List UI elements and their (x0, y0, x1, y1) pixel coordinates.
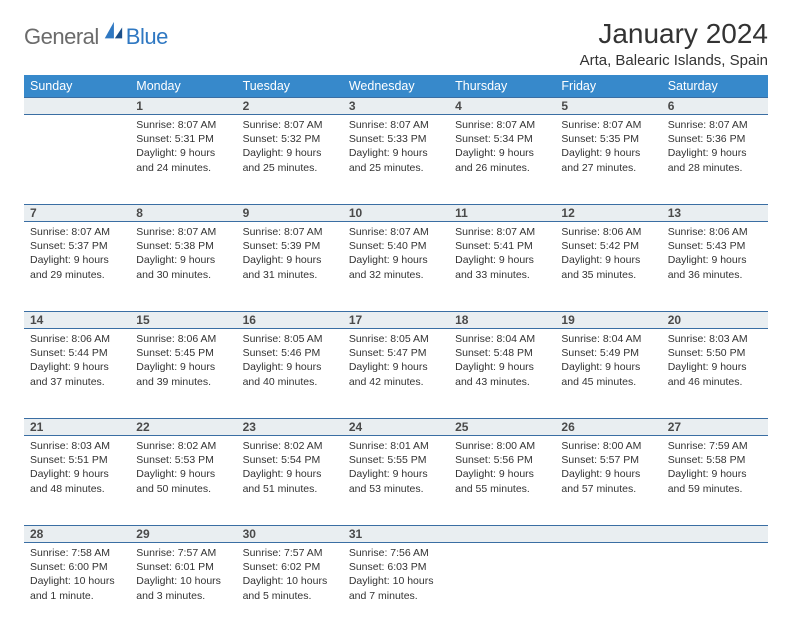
day-number-cell: 20 (662, 312, 768, 329)
day-number-cell (449, 526, 555, 543)
day-number-cell (662, 526, 768, 543)
day-number-cell: 19 (555, 312, 661, 329)
day-number-cell: 17 (343, 312, 449, 329)
day-number-cell: 3 (343, 98, 449, 115)
day-content-cell: Sunrise: 8:07 AMSunset: 5:33 PMDaylight:… (343, 115, 449, 205)
page-title: January 2024 (580, 18, 768, 50)
day-content-cell: Sunrise: 8:07 AMSunset: 5:32 PMDaylight:… (237, 115, 343, 205)
day-number-cell: 29 (130, 526, 236, 543)
day-content-row: Sunrise: 8:06 AMSunset: 5:44 PMDaylight:… (24, 329, 768, 419)
header-bar: General Blue January 2024 Arta, Balearic… (24, 18, 768, 69)
day-content-cell (24, 115, 130, 205)
day-number-cell: 26 (555, 419, 661, 436)
day-content-cell: Sunrise: 8:04 AMSunset: 5:48 PMDaylight:… (449, 329, 555, 419)
day-content-row: Sunrise: 8:07 AMSunset: 5:37 PMDaylight:… (24, 222, 768, 312)
brand-part1: General (24, 24, 99, 50)
day-number-cell: 31 (343, 526, 449, 543)
day-content-cell (662, 543, 768, 633)
day-content-cell: Sunrise: 7:57 AMSunset: 6:02 PMDaylight:… (237, 543, 343, 633)
day-content-cell: Sunrise: 8:02 AMSunset: 5:54 PMDaylight:… (237, 436, 343, 526)
weekday-header: Wednesday (343, 75, 449, 98)
day-number-cell: 11 (449, 205, 555, 222)
day-content-cell: Sunrise: 8:07 AMSunset: 5:36 PMDaylight:… (662, 115, 768, 205)
weekday-header: Friday (555, 75, 661, 98)
day-number-cell: 13 (662, 205, 768, 222)
day-content-cell: Sunrise: 7:59 AMSunset: 5:58 PMDaylight:… (662, 436, 768, 526)
day-content-cell: Sunrise: 7:56 AMSunset: 6:03 PMDaylight:… (343, 543, 449, 633)
day-content-cell: Sunrise: 8:07 AMSunset: 5:41 PMDaylight:… (449, 222, 555, 312)
day-content-cell: Sunrise: 8:07 AMSunset: 5:37 PMDaylight:… (24, 222, 130, 312)
day-number-row: 78910111213 (24, 205, 768, 222)
day-number-cell: 4 (449, 98, 555, 115)
day-content-cell: Sunrise: 8:05 AMSunset: 5:47 PMDaylight:… (343, 329, 449, 419)
day-number-cell: 5 (555, 98, 661, 115)
day-number-row: 28293031 (24, 526, 768, 543)
day-content-row: Sunrise: 8:03 AMSunset: 5:51 PMDaylight:… (24, 436, 768, 526)
day-content-cell: Sunrise: 8:01 AMSunset: 5:55 PMDaylight:… (343, 436, 449, 526)
brand-logo: General Blue (24, 18, 168, 50)
day-content-cell: Sunrise: 8:05 AMSunset: 5:46 PMDaylight:… (237, 329, 343, 419)
day-content-cell (449, 543, 555, 633)
day-number-cell: 18 (449, 312, 555, 329)
day-number-cell: 12 (555, 205, 661, 222)
weekday-header: Monday (130, 75, 236, 98)
day-content-cell: Sunrise: 8:07 AMSunset: 5:40 PMDaylight:… (343, 222, 449, 312)
brand-part2: Blue (126, 24, 168, 50)
day-content-cell: Sunrise: 7:57 AMSunset: 6:01 PMDaylight:… (130, 543, 236, 633)
day-content-row: Sunrise: 8:07 AMSunset: 5:31 PMDaylight:… (24, 115, 768, 205)
day-number-cell: 14 (24, 312, 130, 329)
day-content-cell: Sunrise: 8:07 AMSunset: 5:38 PMDaylight:… (130, 222, 236, 312)
day-number-cell: 24 (343, 419, 449, 436)
day-content-cell: Sunrise: 7:58 AMSunset: 6:00 PMDaylight:… (24, 543, 130, 633)
day-content-cell: Sunrise: 8:02 AMSunset: 5:53 PMDaylight:… (130, 436, 236, 526)
day-number-cell: 15 (130, 312, 236, 329)
day-number-cell: 6 (662, 98, 768, 115)
day-number-cell: 16 (237, 312, 343, 329)
day-content-cell: Sunrise: 8:07 AMSunset: 5:35 PMDaylight:… (555, 115, 661, 205)
title-block: January 2024 Arta, Balearic Islands, Spa… (580, 18, 768, 69)
day-content-row: Sunrise: 7:58 AMSunset: 6:00 PMDaylight:… (24, 543, 768, 633)
day-content-cell: Sunrise: 8:06 AMSunset: 5:44 PMDaylight:… (24, 329, 130, 419)
weekday-header: Thursday (449, 75, 555, 98)
brand-sail-icon (102, 20, 124, 42)
location-subtitle: Arta, Balearic Islands, Spain (580, 52, 768, 69)
day-content-cell: Sunrise: 8:03 AMSunset: 5:51 PMDaylight:… (24, 436, 130, 526)
day-content-cell: Sunrise: 8:06 AMSunset: 5:43 PMDaylight:… (662, 222, 768, 312)
day-number-cell: 25 (449, 419, 555, 436)
weekday-header-row: SundayMondayTuesdayWednesdayThursdayFrid… (24, 75, 768, 98)
day-content-cell: Sunrise: 8:04 AMSunset: 5:49 PMDaylight:… (555, 329, 661, 419)
day-content-cell: Sunrise: 8:07 AMSunset: 5:31 PMDaylight:… (130, 115, 236, 205)
day-number-cell: 10 (343, 205, 449, 222)
day-number-row: 123456 (24, 98, 768, 115)
day-number-row: 14151617181920 (24, 312, 768, 329)
day-number-cell: 21 (24, 419, 130, 436)
weekday-header: Sunday (24, 75, 130, 98)
day-number-cell: 1 (130, 98, 236, 115)
day-number-cell: 28 (24, 526, 130, 543)
day-number-row: 21222324252627 (24, 419, 768, 436)
day-number-cell: 27 (662, 419, 768, 436)
weekday-header: Saturday (662, 75, 768, 98)
day-number-cell: 8 (130, 205, 236, 222)
day-number-cell: 23 (237, 419, 343, 436)
day-content-cell: Sunrise: 8:00 AMSunset: 5:57 PMDaylight:… (555, 436, 661, 526)
day-content-cell: Sunrise: 8:06 AMSunset: 5:42 PMDaylight:… (555, 222, 661, 312)
day-content-cell: Sunrise: 8:03 AMSunset: 5:50 PMDaylight:… (662, 329, 768, 419)
day-number-cell: 9 (237, 205, 343, 222)
day-number-cell (24, 98, 130, 115)
calendar-table: SundayMondayTuesdayWednesdayThursdayFrid… (24, 75, 768, 633)
calendar-body: 123456Sunrise: 8:07 AMSunset: 5:31 PMDay… (24, 98, 768, 633)
day-number-cell: 7 (24, 205, 130, 222)
day-number-cell: 22 (130, 419, 236, 436)
day-content-cell: Sunrise: 8:06 AMSunset: 5:45 PMDaylight:… (130, 329, 236, 419)
day-content-cell: Sunrise: 8:00 AMSunset: 5:56 PMDaylight:… (449, 436, 555, 526)
day-content-cell (555, 543, 661, 633)
day-number-cell: 30 (237, 526, 343, 543)
weekday-header: Tuesday (237, 75, 343, 98)
day-content-cell: Sunrise: 8:07 AMSunset: 5:34 PMDaylight:… (449, 115, 555, 205)
day-number-cell (555, 526, 661, 543)
day-number-cell: 2 (237, 98, 343, 115)
day-content-cell: Sunrise: 8:07 AMSunset: 5:39 PMDaylight:… (237, 222, 343, 312)
